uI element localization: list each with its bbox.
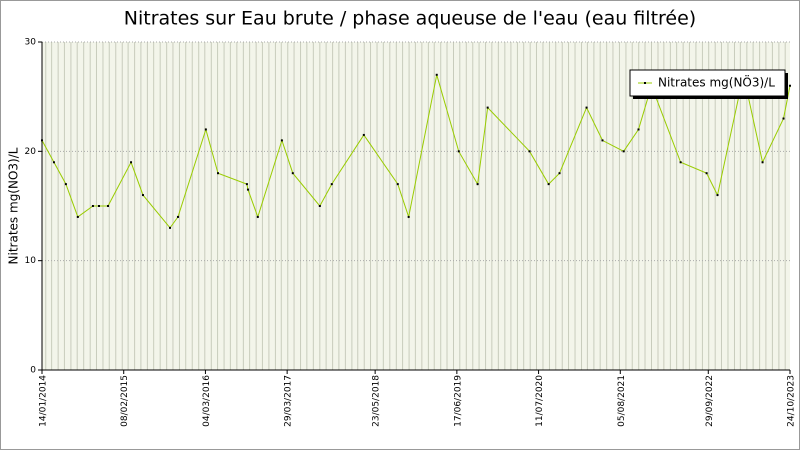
point [362,133,365,136]
y-tick-label: 10 [25,256,37,266]
point [245,183,248,186]
point [217,172,219,175]
point [476,183,479,186]
y-tick-label: 30 [25,38,37,48]
point [97,205,100,207]
point [601,139,604,142]
point [52,161,55,164]
point [705,172,708,175]
point [76,215,79,218]
point [141,194,144,197]
point [176,215,179,218]
x-tick-label: 24/10/2023 [787,375,797,427]
point [585,106,588,109]
point [107,205,109,207]
y-tick-label: 20 [25,147,37,157]
point [622,150,625,153]
x-tick-label: 08/02/2015 [120,375,130,427]
point [716,194,719,197]
x-tick-label: 23/05/2018 [372,375,382,427]
point [558,172,561,175]
point [761,161,764,164]
point [789,84,791,87]
chart-title: Nitrates sur Eau brute / phase aqueuse d… [124,8,696,30]
point [318,205,321,207]
point [64,183,67,186]
legend-label: Nitrates mg(NÖ3)/L [658,74,775,90]
point [679,161,682,164]
point [435,73,438,76]
point [782,117,785,120]
point [169,226,172,229]
point [291,172,294,175]
point [246,188,249,191]
point [330,183,333,186]
point [41,139,43,142]
point [528,150,531,153]
point [457,150,460,153]
y-axis-label: Nitrates mg(NO3)/L [7,147,21,264]
x-tick-label: 05/08/2021 [617,375,627,427]
point [130,161,133,164]
legend-box [629,69,786,97]
x-tick-label: 29/03/2017 [284,375,294,427]
point [256,215,259,218]
x-tick-label: 17/06/2019 [453,375,463,427]
point [486,106,489,109]
point [547,183,550,186]
point [407,215,410,218]
x-tick-label: 14/01/2014 [39,375,49,427]
legend-marker [644,82,646,84]
x-tick-label: 11/07/2020 [535,375,545,427]
point [204,128,207,131]
point [91,205,94,207]
point [280,139,283,142]
x-tick-label: 04/03/2016 [202,375,212,427]
point [637,128,640,131]
x-tick-label: 29/09/2022 [705,375,715,427]
point [396,183,399,186]
y-tick-label: 0 [30,366,36,376]
